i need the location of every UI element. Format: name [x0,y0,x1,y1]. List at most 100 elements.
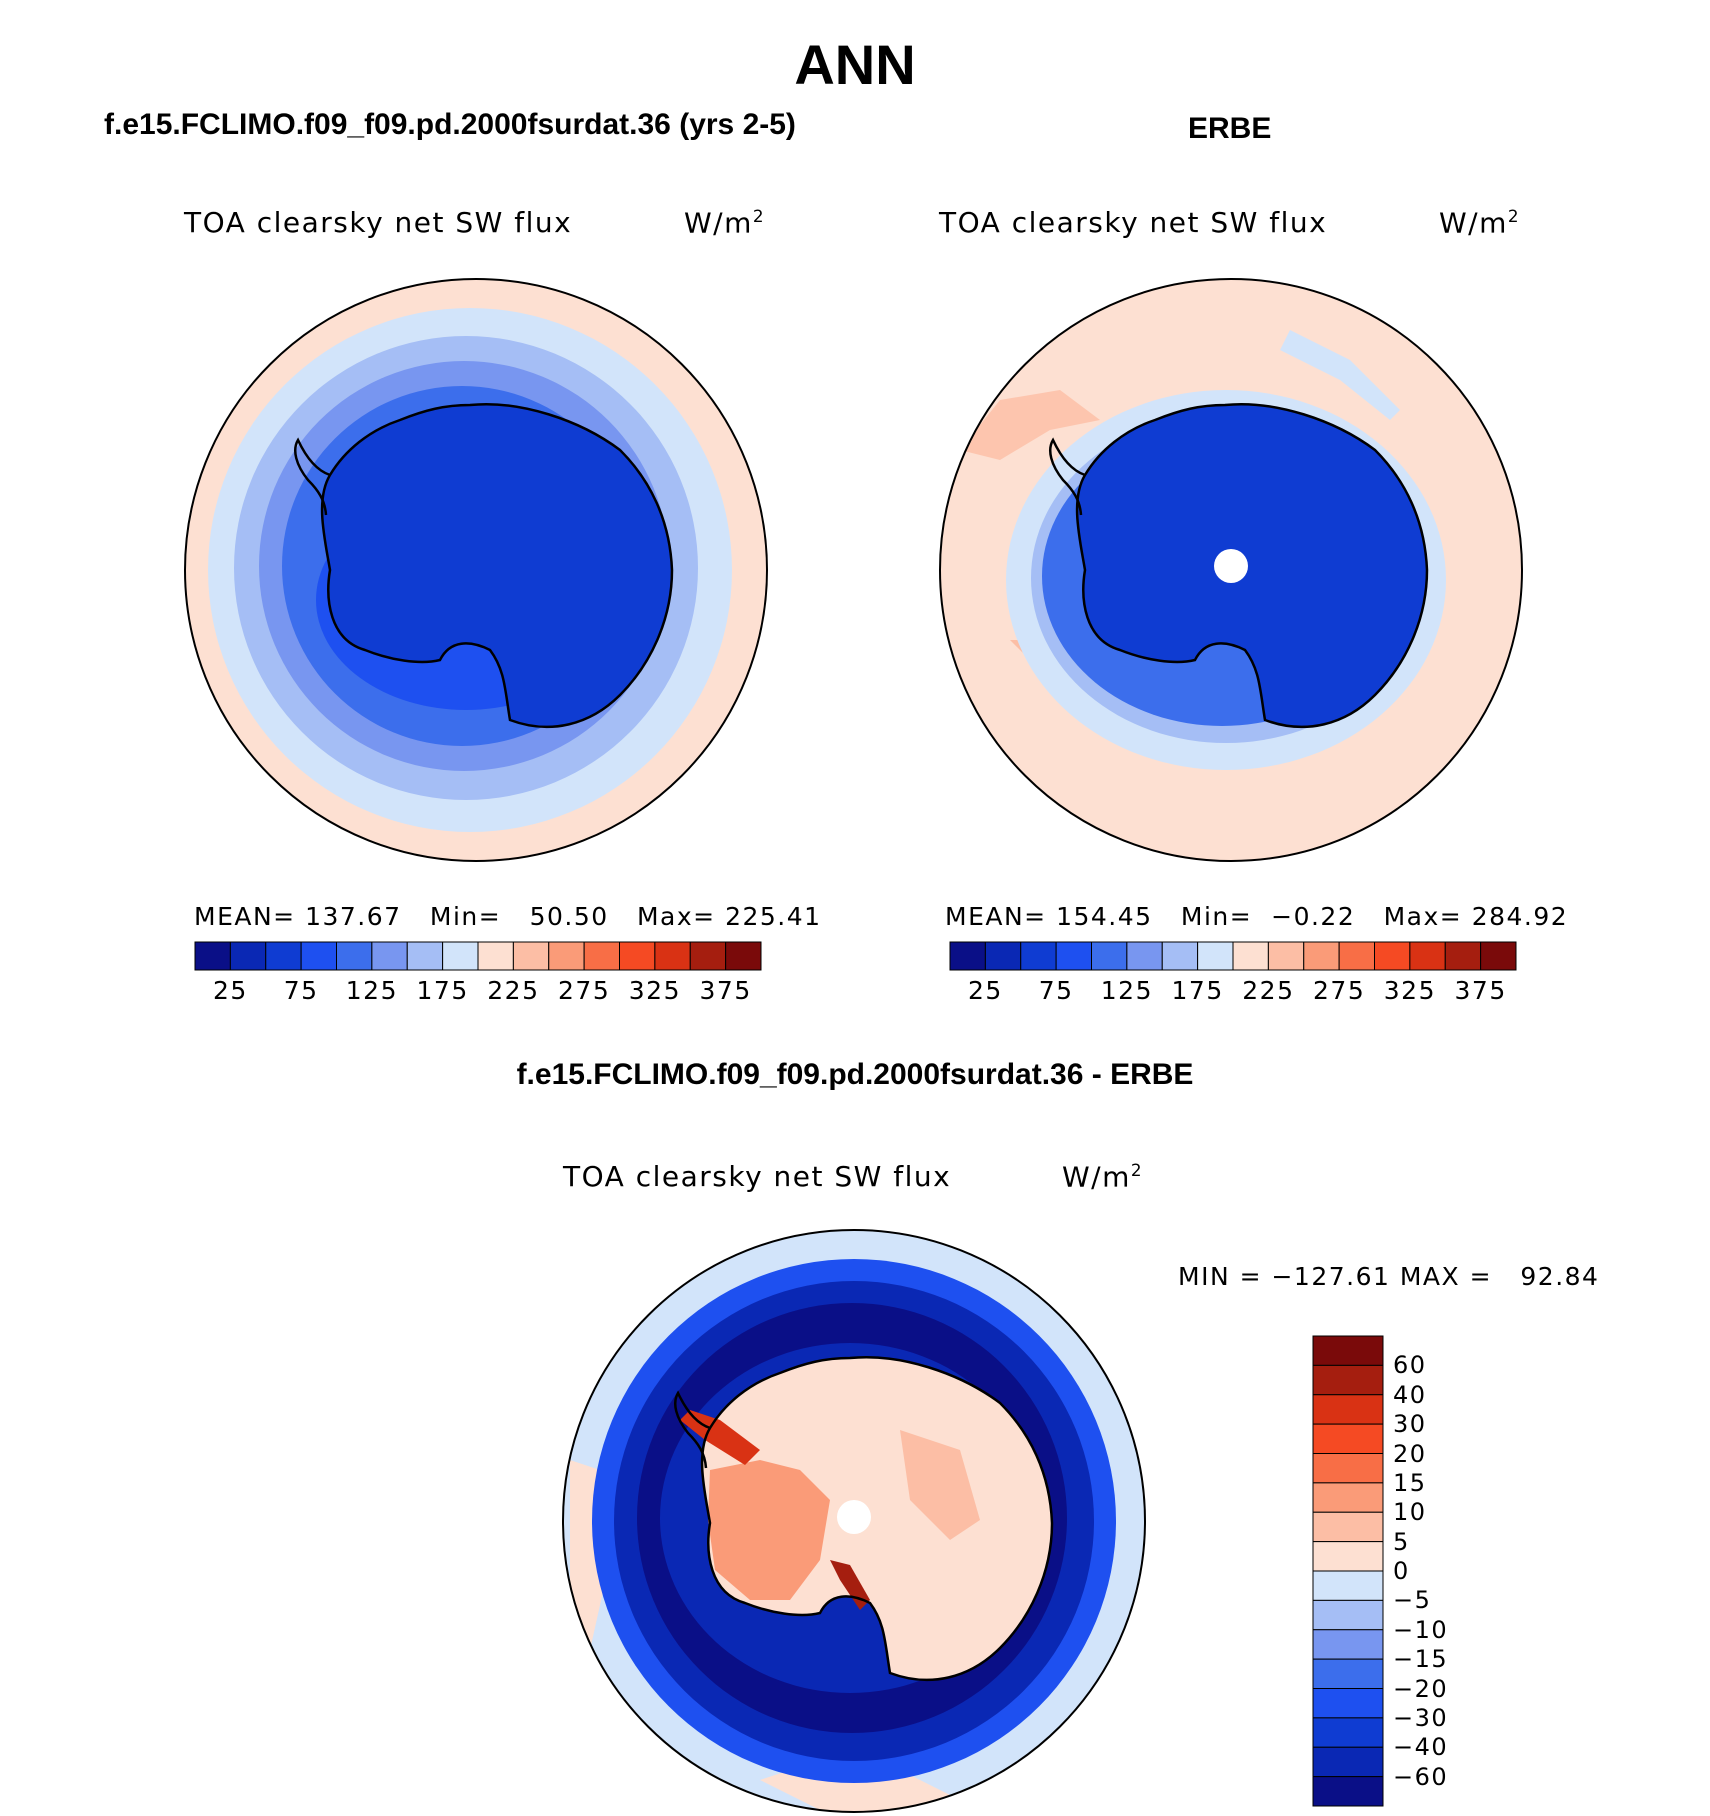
model-colorbar-swatch [583,941,620,971]
obs-colorbar-tick-label: 375 [1454,976,1507,1005]
obs-colorbar-tick-label: 25 [967,976,1003,1005]
difference-colorbar-swatch [1312,1335,1384,1366]
difference-colorbar [1312,1335,1384,1807]
difference-colorbar-tick-label: 60 [1393,1351,1427,1380]
difference-colorbar-tick-label: −30 [1393,1703,1449,1732]
difference-colorbar-swatch [1312,1453,1384,1484]
difference-colorbar-swatch [1312,1364,1384,1396]
obs-dataset-header: ERBE [1188,112,1272,145]
difference-colorbar-tick-label: 20 [1393,1439,1427,1468]
obs-colorbar-tick-label: 75 [1038,976,1074,1005]
model-map-border [184,278,768,862]
model-stats: MEAN= 137.67 Min= 50.50 Max= 225.41 [194,902,822,931]
difference-colorbar-tick-label: 0 [1393,1557,1410,1585]
obs-colorbar-swatch [1020,941,1057,971]
model-colorbar-swatch [442,941,479,971]
difference-colorbar-tick-label: 5 [1393,1527,1410,1556]
model-case-header: f.e15.FCLIMO.f09_f09.pd.2000fsurdat.36 (… [104,108,796,141]
difference-colorbar-swatch [1312,1658,1384,1689]
diff-minmax: MIN = −127.61 MAX = 92.84 [1178,1262,1600,1291]
difference-colorbar-swatch [1312,1688,1384,1719]
model-colorbar-swatch [689,941,727,971]
obs-colorbar-swatch [1338,941,1375,971]
model-colorbar-tick-label: 325 [628,976,681,1005]
obs-colorbar-swatch [1409,941,1446,971]
model-colorbar-swatch [336,941,373,971]
difference-colorbar-tick-label: −20 [1393,1674,1449,1703]
model-colorbar-swatch [725,941,762,971]
model-colorbar-tick-label: 25 [212,976,248,1005]
obs-colorbar-tick-label: 325 [1383,976,1436,1005]
difference-colorbar-tick-label: −5 [1393,1586,1432,1615]
model-colorbar-swatch [512,941,550,971]
difference-colorbar-tick-label: 15 [1393,1468,1427,1497]
model-colorbar-swatch [194,941,231,971]
difference-colorbar-tick-label: 30 [1393,1410,1427,1439]
model-colorbar-tick-label: 275 [558,976,611,1005]
difference-colorbar-swatch [1312,1394,1384,1425]
difference-colorbar-swatch [1312,1629,1384,1660]
model-plot-units: W/m2 [684,206,766,240]
model-colorbar-swatch [619,941,656,971]
model-colorbar-swatch [265,941,302,971]
difference-colorbar-tick-label: −15 [1393,1645,1449,1674]
difference-colorbar-swatch [1312,1776,1384,1807]
obs-colorbar-swatch [1444,941,1482,971]
difference-polar-map [563,1230,1145,1812]
obs-colorbar-tick-label: 275 [1313,976,1366,1005]
obs-colorbar-swatch [1055,941,1092,971]
obs-map-border [939,278,1523,862]
obs-colorbar-swatch [1232,941,1269,971]
diff-plot-units: W/m2 [1062,1160,1144,1194]
model-colorbar [194,941,762,971]
page-title: ANN [794,33,916,96]
difference-colorbar-tick-label: −60 [1393,1762,1449,1791]
difference-colorbar-swatch [1312,1599,1384,1631]
obs-colorbar-swatch [1161,941,1199,971]
obs-plot-variable: TOA clearsky net SW flux [939,206,1328,239]
obs-polar-map [940,279,1522,861]
obs-colorbar-swatch [1091,941,1128,971]
model-colorbar-swatch [300,941,337,971]
obs-colorbar-swatch [1267,941,1305,971]
model-colorbar-tick-label: 125 [345,976,398,1005]
obs-colorbar-swatch [949,941,986,971]
difference-colorbar-swatch [1312,1511,1384,1543]
difference-colorbar-tick-label: 10 [1393,1498,1427,1527]
model-colorbar-swatch [371,941,408,971]
obs-colorbar-swatch [1480,941,1517,971]
difference-header: f.e15.FCLIMO.f09_f09.pd.2000fsurdat.36 -… [516,1058,1194,1091]
difference-colorbar-swatch [1312,1746,1384,1778]
obs-stats: MEAN= 154.45 Min= −0.22 Max= 284.92 [945,902,1569,931]
diff-plot-variable: TOA clearsky net SW flux [563,1160,952,1193]
model-colorbar-swatch [229,941,267,971]
difference-colorbar-swatch [1312,1717,1384,1748]
difference-colorbar-tick-label: −40 [1393,1733,1449,1762]
obs-colorbar-swatch [984,941,1022,971]
difference-colorbar-swatch [1312,1570,1384,1601]
obs-colorbar-tick-label: 225 [1242,976,1295,1005]
obs-plot-units: W/m2 [1439,206,1521,240]
model-colorbar-swatch [477,941,514,971]
obs-colorbar-swatch [1303,941,1340,971]
model-colorbar-swatch [548,941,585,971]
difference-colorbar-swatch [1312,1482,1384,1513]
model-colorbar-tick-label: 175 [416,976,469,1005]
obs-colorbar-tick-label: 125 [1100,976,1153,1005]
difference-map-border [562,1229,1146,1813]
model-colorbar-tick-label: 375 [699,976,752,1005]
obs-colorbar-swatch [1126,941,1163,971]
difference-colorbar-tick-label: 40 [1393,1380,1427,1409]
model-colorbar-tick-label: 225 [487,976,540,1005]
model-plot-variable: TOA clearsky net SW flux [184,206,573,239]
model-colorbar-swatch [654,941,691,971]
difference-colorbar-swatch [1312,1541,1384,1572]
model-colorbar-swatch [406,941,444,971]
obs-colorbar [949,941,1517,971]
difference-colorbar-tick-label: −10 [1393,1615,1449,1644]
model-colorbar-tick-label: 75 [283,976,319,1005]
model-polar-map [185,279,767,861]
obs-colorbar-swatch [1374,941,1411,971]
difference-colorbar-swatch [1312,1423,1384,1454]
